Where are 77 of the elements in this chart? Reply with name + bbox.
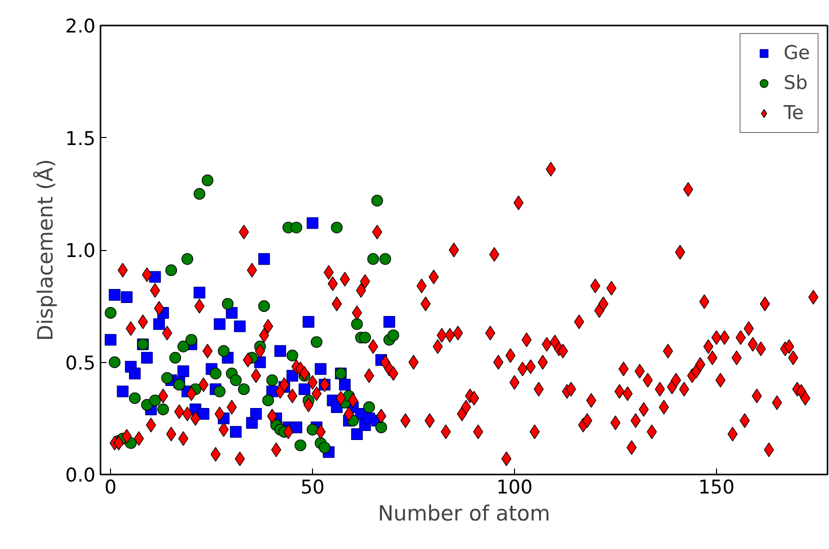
point: [286, 350, 298, 362]
point: [258, 300, 270, 312]
y-tick-label: 2.0: [65, 16, 96, 38]
x-tick-label: 50: [300, 476, 325, 498]
point: [141, 352, 153, 364]
point: [250, 408, 262, 420]
point: [379, 253, 392, 265]
point: [104, 334, 116, 346]
point: [149, 271, 161, 283]
point: [262, 394, 274, 406]
point: [339, 378, 351, 391]
point: [230, 426, 242, 438]
y-tick-label: 1.5: [65, 128, 96, 150]
point: [157, 404, 169, 416]
point: [108, 356, 120, 368]
y-tick-label: 0.0: [65, 464, 96, 486]
point: [165, 264, 178, 276]
point: [314, 363, 326, 375]
point: [194, 286, 206, 299]
point: [222, 298, 234, 310]
point: [290, 422, 302, 434]
point: [210, 368, 222, 380]
point: [169, 352, 182, 364]
point: [306, 424, 318, 436]
point: [375, 422, 388, 434]
point: [104, 307, 116, 319]
point: [359, 332, 371, 344]
point: [218, 345, 230, 357]
point: [310, 336, 322, 348]
x-tick-label: 100: [496, 476, 533, 498]
point: [177, 340, 190, 352]
point: [266, 374, 278, 386]
point: [177, 365, 190, 378]
point: [258, 253, 270, 265]
point: [234, 320, 246, 332]
point: [214, 386, 226, 398]
point: [128, 392, 141, 404]
point: [387, 329, 400, 342]
y-tick-label: 0.5: [65, 352, 96, 374]
point: [330, 222, 343, 234]
point: [383, 316, 396, 328]
point: [351, 318, 363, 330]
point: [202, 174, 214, 186]
point: [363, 401, 375, 413]
point: [161, 372, 173, 384]
point: [298, 383, 310, 396]
y-tick-label: 1.0: [65, 240, 96, 262]
point: [318, 442, 331, 454]
point: [214, 318, 226, 330]
y-axis-title: Displacement (Å): [32, 159, 58, 341]
point: [294, 439, 306, 452]
point: [173, 378, 186, 391]
point: [198, 408, 210, 420]
point: [181, 253, 194, 265]
point: [302, 316, 314, 328]
point: [367, 253, 379, 265]
x-tick-label: 0: [104, 476, 117, 498]
point: [116, 386, 129, 398]
x-axis-title: Number of atom: [378, 502, 550, 526]
point: [238, 383, 250, 396]
x-tick-label: 150: [698, 476, 735, 498]
point: [108, 289, 120, 301]
point: [371, 194, 384, 206]
point: [290, 222, 302, 234]
point: [306, 217, 318, 229]
point: [153, 318, 165, 330]
point: [194, 188, 206, 200]
point: [128, 368, 141, 380]
legend-label: Sb: [784, 72, 808, 94]
legend-label: Te: [784, 102, 804, 124]
point: [274, 345, 286, 357]
point: [351, 428, 363, 440]
legend-label: Ge: [784, 42, 810, 64]
point: [186, 334, 198, 346]
point: [149, 394, 161, 406]
point: [120, 291, 133, 303]
point: [230, 374, 242, 386]
